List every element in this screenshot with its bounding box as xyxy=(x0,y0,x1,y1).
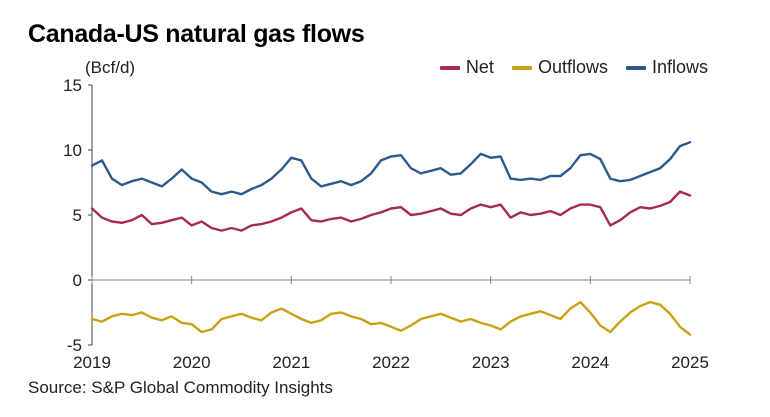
legend: Net Outflows Inflows xyxy=(439,57,708,78)
y-tick-label: 0 xyxy=(73,271,82,290)
x-tick-label: 2023 xyxy=(472,353,510,372)
x-tick-label: 2025 xyxy=(671,353,709,372)
y-tick-label: 10 xyxy=(63,141,82,160)
legend-item-net: Net xyxy=(439,57,494,78)
source-note: Source: S&P Global Commodity Insights xyxy=(28,378,333,397)
legend-item-outflows: Outflows xyxy=(511,57,608,78)
chart-title: Canada-US natural gas flows xyxy=(28,20,365,48)
y-tick-label: 5 xyxy=(73,206,82,225)
series-line-outflows xyxy=(90,300,692,336)
legend-swatch-outflows xyxy=(511,65,532,70)
y-tick-label: -5 xyxy=(67,336,82,355)
x-tick-label: 2020 xyxy=(173,353,211,372)
y-tick-label: 15 xyxy=(63,76,82,95)
legend-item-inflows: Inflows xyxy=(625,57,708,78)
legend-swatch-inflows xyxy=(625,65,646,70)
y-axis-unit-label: (Bcf/d) xyxy=(85,58,136,77)
series-line-net xyxy=(90,190,692,232)
x-tick-label: 2019 xyxy=(73,353,111,372)
legend-label-net: Net xyxy=(465,57,494,77)
series-line-inflows xyxy=(90,141,692,196)
legend-swatch-net xyxy=(439,65,460,70)
x-tick-label: 2024 xyxy=(571,353,609,372)
x-tick-label: 2021 xyxy=(272,353,310,372)
legend-label-inflows: Inflows xyxy=(651,57,708,77)
x-tick-label: 2022 xyxy=(372,353,410,372)
legend-label-outflows: Outflows xyxy=(537,57,608,77)
